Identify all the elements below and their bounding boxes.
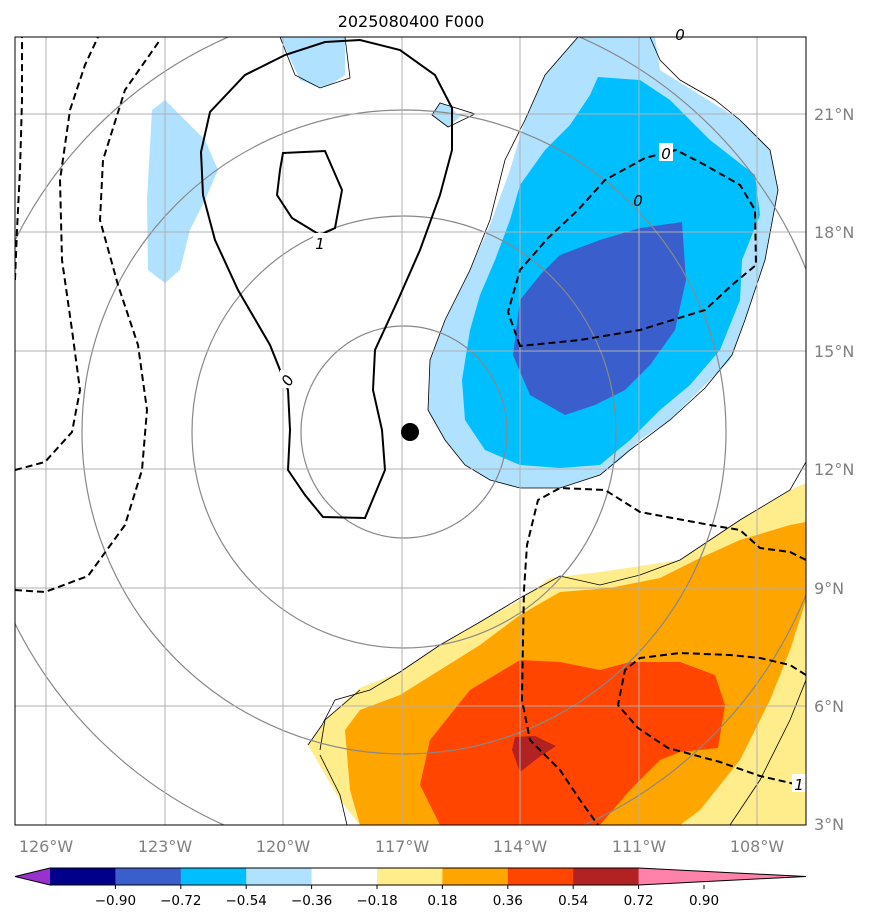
lat-label: 9°N bbox=[814, 579, 844, 598]
range-ring-3 bbox=[81, 109, 727, 755]
fill-neg-0.54 bbox=[513, 222, 686, 415]
dashed-contour-upper-right bbox=[506, 148, 758, 348]
fill-0.54 bbox=[420, 660, 725, 825]
storm-center-marker bbox=[401, 423, 419, 441]
lat-labels: 21°N 18°N 15°N 12°N 9°N 6°N 3°N bbox=[814, 105, 854, 834]
colorbar-segment bbox=[50, 868, 116, 885]
lon-label: 123°W bbox=[138, 837, 193, 856]
range-ring-1 bbox=[300, 325, 508, 539]
dashed-contour-lower-right-2 bbox=[616, 651, 806, 785]
solid-contour-large bbox=[199, 38, 453, 520]
chart-title: 2025080400 F000 bbox=[338, 12, 485, 31]
dashed-contour-left-1 bbox=[15, 37, 23, 281]
map-frame bbox=[14, 36, 807, 826]
fill-neg-0.18-small-b bbox=[280, 37, 345, 88]
colorbar-segment bbox=[507, 868, 574, 885]
colorbar-segment bbox=[115, 868, 182, 885]
lat-label: 18°N bbox=[814, 223, 854, 242]
colorbar-segment bbox=[311, 868, 378, 885]
contour-label-solid-1: 1 bbox=[315, 235, 325, 253]
lat-label: 15°N bbox=[814, 342, 854, 361]
colorbar-outline bbox=[14, 867, 807, 886]
lon-labels: 126°W 123°W 120°W 117°W 114°W 111°W 108°… bbox=[19, 837, 785, 856]
colorbar-tick-label: −0.36 bbox=[291, 893, 332, 909]
colorbar-tick-label: 0.18 bbox=[427, 893, 457, 909]
colorbar: −0.90 −0.72 −0.54 −0.36 −0.18 0.18 0.36 0.54 0.7… bbox=[14, 867, 807, 909]
contour-label-dashed-0: 0 bbox=[661, 145, 671, 163]
colorbar-tick-label: 0.36 bbox=[493, 893, 523, 909]
colorbar-extend-min bbox=[15, 868, 50, 885]
colorbar-tick-label: −0.54 bbox=[226, 893, 267, 909]
colorbar-extend-max bbox=[638, 868, 806, 885]
gridlines bbox=[15, 37, 806, 825]
lon-label: 126°W bbox=[19, 837, 74, 856]
colorbar-tick-label: 0.54 bbox=[558, 893, 588, 909]
range-ring-2 bbox=[191, 215, 617, 649]
colorbar-tick-label: 0.90 bbox=[689, 893, 719, 909]
contour-label-dashed-0-small: 0 bbox=[633, 192, 643, 210]
lon-label: 108°W bbox=[730, 837, 785, 856]
dashed-contours bbox=[15, 37, 806, 825]
dashed-contour-lower-right bbox=[520, 486, 806, 825]
dashed-contour-left-3 bbox=[15, 39, 161, 594]
lat-label: 3°N bbox=[814, 815, 844, 834]
colorbar-segment bbox=[573, 868, 640, 885]
lon-label: 120°W bbox=[256, 837, 311, 856]
colorbar-segment bbox=[442, 868, 509, 885]
colorbar-segment bbox=[246, 868, 313, 885]
range-rings bbox=[15, 37, 806, 825]
colorbar-tick-label: −0.18 bbox=[356, 893, 397, 909]
colorbar-tick-label: −0.72 bbox=[160, 893, 201, 909]
lon-label: 114°W bbox=[493, 837, 548, 856]
dashed-contour-left-2 bbox=[15, 37, 99, 471]
lat-label: 6°N bbox=[814, 697, 844, 716]
contour-label-dashed-0-top: 0 bbox=[675, 26, 685, 44]
contour-labels: 1 0 0 0 1 0 bbox=[278, 26, 806, 794]
colorbar-segment bbox=[377, 868, 443, 885]
fill-0.72 bbox=[512, 736, 556, 772]
lat-label: 12°N bbox=[814, 460, 854, 479]
lon-label: 111°W bbox=[612, 837, 667, 856]
colorbar-tick-label: −0.90 bbox=[95, 893, 136, 909]
contour-label-dashed-1: 1 bbox=[794, 776, 804, 794]
colorbar-segment bbox=[180, 868, 247, 885]
lon-label: 117°W bbox=[375, 837, 430, 856]
map-area bbox=[15, 37, 806, 825]
lat-label: 21°N bbox=[814, 105, 854, 124]
colorbar-tick-label: 0.72 bbox=[624, 893, 654, 909]
